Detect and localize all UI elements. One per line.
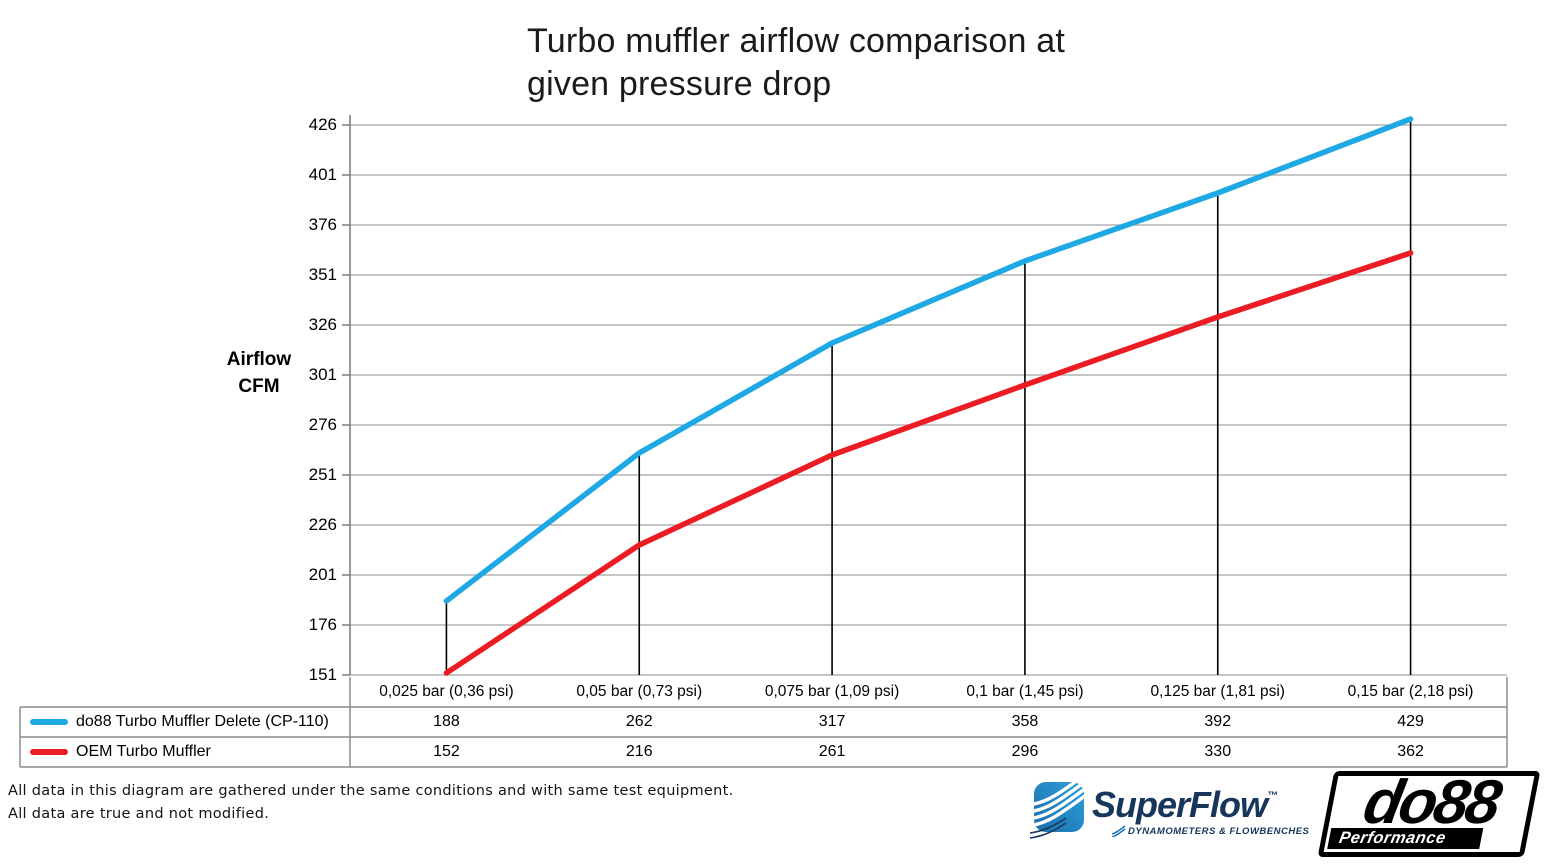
legend-line-swatch [30,719,68,725]
table-value-cell: 362 [1397,743,1424,760]
superflow-logo: SuperFlow™ DYNAMOMETERS & FLOWBENCHES [1029,780,1309,842]
series-line-oem [443,250,1414,676]
y-tick-label: 226 [308,515,337,534]
y-tick-label: 351 [308,265,337,284]
y-tick-label: 201 [308,565,337,584]
legend-row-do88: do88 Turbo Muffler Delete (CP-110) [20,707,350,737]
superflow-tm-mark: ™ [1267,790,1279,802]
table-value-cell: 429 [1397,713,1424,730]
y-tick-label: 251 [308,465,337,484]
legend-series-name: OEM Turbo Muffler [76,743,211,760]
table-value-cell: 358 [1011,713,1039,730]
x-axis-label: 0,025 bar (0,36 psi) [379,683,514,700]
legend-line-swatch [30,749,68,755]
y-tick-label: 426 [308,115,337,134]
do88-tagline: Performance [1337,829,1448,847]
x-axis-label: 0,1 bar (1,45 psi) [966,683,1084,700]
table-value-cell: 188 [433,713,460,730]
x-axis-label: 0,05 bar (0,73 psi) [576,683,703,700]
y-tick-label: 151 [308,665,337,684]
footer-note-line1: All data in this diagram are gathered un… [8,783,734,799]
legend-row-oem: OEM Turbo Muffler [20,737,350,767]
table-value-cell: 330 [1204,743,1232,760]
footer-note-line2: All data are true and not modified. [8,805,270,822]
do88-logo: do88 Performance [1317,768,1541,857]
y-tick-label: 401 [308,165,337,184]
superflow-wave-icon [1029,782,1084,839]
x-axis-label: 0,15 bar (2,18 psi) [1347,683,1474,700]
superflow-tagline: DYNAMOMETERS & FLOWBENCHES [1128,826,1310,837]
y-tick-label: 376 [308,215,337,234]
page-title: Turbo muffler airflow comparison at give… [527,22,1065,103]
table-value-cell: 216 [625,743,653,760]
x-axis-label: 0,075 bar (1,09 psi) [764,683,900,700]
do88-performance-bar: Performance [1327,828,1484,849]
y-tick-label: 301 [308,365,337,384]
y-tick-label: 276 [308,415,337,434]
table-value-cell: 262 [625,713,653,730]
footer-note: All data in this diagram are gathered un… [8,780,734,825]
superflow-logo-text: SuperFlow™ [1092,784,1279,825]
legend-series-name: do88 Turbo Muffler Delete (CP-110) [76,713,329,730]
y-axis-unit-label: Airflow CFM [226,349,292,397]
table-value-cell: 317 [818,713,846,730]
table-value-cell: 261 [818,743,846,760]
y-tick-label: 326 [308,315,337,334]
x-axis-label: 0,125 bar (1,81 psi) [1150,683,1285,700]
series-line-do88 [443,116,1414,604]
table-value-cell: 152 [433,743,460,760]
do88-logo-frame: do88 Performance [1317,768,1541,857]
table-value-cell: 392 [1204,713,1232,730]
y-tick-label: 176 [308,615,337,634]
table-value-cell: 296 [1011,743,1039,760]
superflow-tagline-wave-icon [1112,825,1126,837]
